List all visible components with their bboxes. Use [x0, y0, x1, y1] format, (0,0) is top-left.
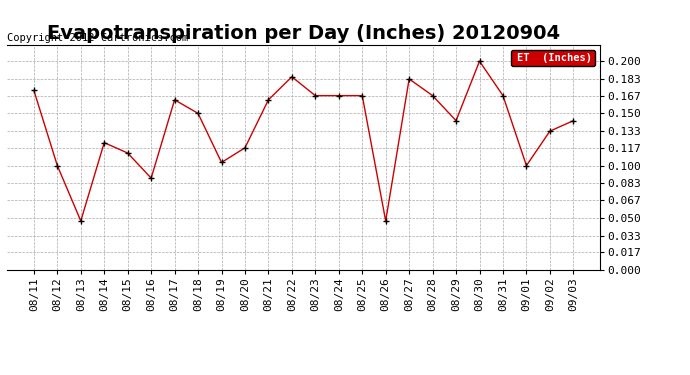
Text: Copyright 2012 Cartronics.com: Copyright 2012 Cartronics.com	[7, 33, 188, 43]
Legend: ET  (Inches): ET (Inches)	[511, 50, 595, 66]
Title: Evapotranspiration per Day (Inches) 20120904: Evapotranspiration per Day (Inches) 2012…	[47, 24, 560, 44]
